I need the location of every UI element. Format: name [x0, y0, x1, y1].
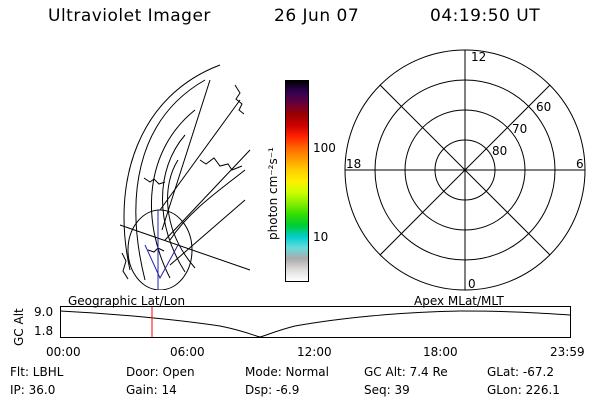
mlt-label-18: 18: [346, 157, 361, 171]
gc-alt-axis-label: GC Alt: [12, 308, 26, 346]
gc-altitude-value: GC Alt: 7.4 Re: [364, 365, 448, 379]
x-tick-12: 12:00: [297, 345, 332, 359]
filter-value: Flt: LBHL: [10, 365, 64, 379]
gain-value: Gain: 14: [126, 383, 177, 397]
ip-value: IP: 36.0: [10, 383, 56, 397]
mode-value: Mode: Normal: [245, 365, 329, 379]
mlt-label-12: 12: [471, 50, 486, 64]
mlat-label-70: 70: [512, 122, 527, 136]
mlat-label-60: 60: [536, 100, 551, 114]
x-tick-00: 00:00: [46, 345, 81, 359]
sequence-value: Seq: 39: [364, 383, 410, 397]
polar-mlt-plot: 12 0 18 6 60 70 80: [344, 49, 586, 291]
altitude-timeline: [60, 306, 571, 338]
dsp-value: Dsp: -6.9: [245, 383, 300, 397]
time-label: 04:19:50 UT: [430, 6, 541, 26]
door-status: Door: Open: [126, 365, 195, 379]
colorbar-tick-100: 100: [313, 141, 336, 155]
color-scale-bar: [285, 80, 309, 282]
geo-latitude-value: GLat: -67.2: [487, 365, 554, 379]
x-tick-06: 06:00: [170, 345, 205, 359]
x-tick-2359: 23:59: [550, 345, 585, 359]
apex-mlat-mlt-label: Apex MLat/MLT: [414, 294, 504, 308]
colorbar-unit-label: photon cm⁻²s⁻¹: [266, 147, 280, 240]
colorbar-tick-10: 10: [313, 230, 329, 244]
geographic-map: [119, 64, 251, 290]
geographic-latlon-label: Geographic Lat/Lon: [68, 294, 186, 308]
mlat-label-80: 80: [492, 144, 507, 158]
mlt-label-6: 6: [576, 157, 584, 171]
mlt-label-0: 0: [468, 277, 476, 291]
y-tick-1-8: 1.8: [34, 324, 54, 338]
geo-longitude-value: GLon: 226.1: [487, 383, 560, 397]
date-label: 26 Jun 07: [274, 6, 360, 26]
x-tick-18: 18:00: [423, 345, 458, 359]
y-tick-9: 9.0: [34, 305, 54, 319]
instrument-title: Ultraviolet Imager: [48, 6, 211, 26]
